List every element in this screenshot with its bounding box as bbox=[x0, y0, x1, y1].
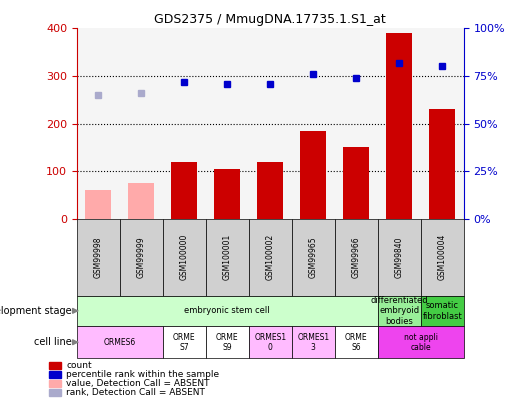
Text: ORMES1
0: ORMES1 0 bbox=[254, 333, 286, 352]
Text: not appli
cable: not appli cable bbox=[404, 333, 438, 352]
Text: differentiated
embryoid
bodies: differentiated embryoid bodies bbox=[370, 296, 428, 326]
Bar bbox=[421, 219, 464, 296]
Title: GDS2375 / MmugDNA.17735.1.S1_at: GDS2375 / MmugDNA.17735.1.S1_at bbox=[154, 13, 386, 26]
Bar bbox=[77, 219, 120, 296]
Bar bbox=[421, 296, 464, 326]
Text: embryonic stem cell: embryonic stem cell bbox=[184, 306, 270, 315]
Bar bbox=[292, 326, 335, 358]
Bar bbox=[171, 162, 197, 219]
Bar bbox=[378, 326, 464, 358]
Text: ORME
S7: ORME S7 bbox=[173, 333, 196, 352]
Text: percentile rank within the sample: percentile rank within the sample bbox=[66, 370, 219, 379]
Bar bbox=[49, 389, 61, 396]
Bar bbox=[249, 219, 292, 296]
Text: GSM100001: GSM100001 bbox=[223, 234, 232, 280]
Text: ORMES1
3: ORMES1 3 bbox=[297, 333, 329, 352]
Text: value, Detection Call = ABSENT: value, Detection Call = ABSENT bbox=[66, 379, 209, 388]
Text: development stage: development stage bbox=[0, 306, 72, 316]
Text: ORME
S6: ORME S6 bbox=[345, 333, 368, 352]
Bar bbox=[378, 296, 421, 326]
Bar bbox=[335, 219, 378, 296]
Bar bbox=[49, 362, 61, 369]
Text: GSM99966: GSM99966 bbox=[352, 237, 361, 278]
Bar bbox=[206, 219, 249, 296]
Bar bbox=[343, 147, 369, 219]
Text: GSM100000: GSM100000 bbox=[180, 234, 189, 280]
Text: count: count bbox=[66, 361, 92, 370]
Text: GSM100002: GSM100002 bbox=[266, 234, 275, 280]
Bar bbox=[378, 219, 421, 296]
Bar bbox=[258, 162, 283, 219]
Text: ORME
S9: ORME S9 bbox=[216, 333, 238, 352]
Bar bbox=[429, 109, 455, 219]
Text: GSM99999: GSM99999 bbox=[137, 237, 146, 278]
Bar bbox=[49, 380, 61, 387]
Bar bbox=[206, 326, 249, 358]
Bar bbox=[85, 190, 111, 219]
Bar bbox=[77, 296, 378, 326]
Bar bbox=[77, 326, 163, 358]
Text: GSM99965: GSM99965 bbox=[309, 237, 318, 278]
Bar bbox=[215, 169, 240, 219]
Bar bbox=[120, 219, 163, 296]
Text: GSM100004: GSM100004 bbox=[438, 234, 447, 280]
Bar bbox=[163, 219, 206, 296]
Bar bbox=[49, 371, 61, 378]
Text: ORMES6: ORMES6 bbox=[104, 338, 136, 347]
Bar bbox=[163, 326, 206, 358]
Text: GSM99998: GSM99998 bbox=[94, 237, 103, 278]
Bar bbox=[301, 131, 326, 219]
Text: somatic
fibroblast: somatic fibroblast bbox=[422, 301, 462, 320]
Bar bbox=[386, 33, 412, 219]
Bar bbox=[292, 219, 335, 296]
Bar bbox=[335, 326, 378, 358]
Text: rank, Detection Call = ABSENT: rank, Detection Call = ABSENT bbox=[66, 388, 205, 397]
Bar bbox=[249, 326, 292, 358]
Bar bbox=[128, 183, 154, 219]
Text: cell line: cell line bbox=[34, 337, 72, 347]
Text: GSM99840: GSM99840 bbox=[395, 237, 404, 278]
